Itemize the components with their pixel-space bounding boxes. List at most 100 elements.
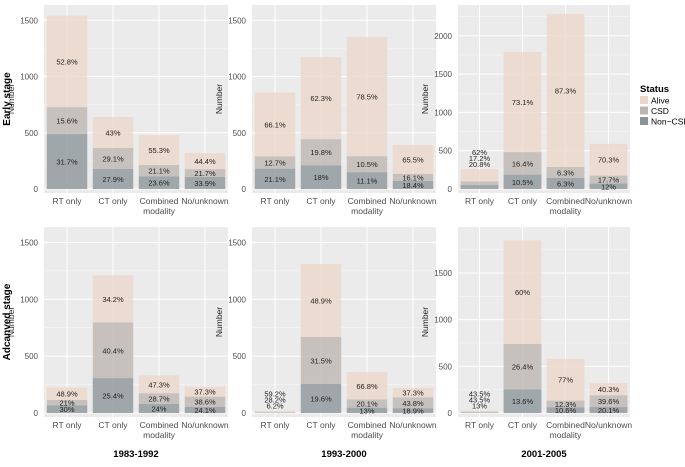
data-label-noncsd: 20.1%: [598, 406, 620, 415]
y-tick-label: 0: [34, 409, 39, 418]
y-tick-label: 1500: [434, 269, 452, 278]
data-label-csd: 28.7%: [148, 395, 170, 404]
data-label-csd: 31.5%: [310, 356, 332, 365]
y-tick-label: 500: [439, 147, 453, 156]
y-axis-title: Number: [420, 84, 430, 114]
data-label-alive: 37.3%: [402, 389, 424, 398]
data-label-alive: 78.5%: [356, 93, 378, 102]
period-label: 2001-2005: [521, 449, 567, 460]
data-label-noncsd: 23.6%: [148, 179, 170, 188]
x-tick-label: RT only: [53, 196, 83, 206]
y-tick-label: 1000: [434, 316, 452, 325]
data-label-alive: 55.3%: [148, 146, 170, 155]
data-label-noncsd: 27.9%: [102, 175, 124, 184]
data-label-csd: 40.4%: [102, 346, 124, 355]
data-label-noncsd: 18%: [313, 173, 328, 182]
data-label-alive: 44.4%: [194, 157, 216, 166]
y-tick-label: 1500: [228, 238, 246, 247]
x-tick-label: modality: [351, 430, 383, 440]
x-tick-label: CT only: [306, 196, 336, 206]
data-label-alive: 87.3%: [555, 86, 577, 95]
data-label-noncsd: 13%: [472, 402, 487, 411]
x-tick-label: No/unknown: [585, 420, 633, 430]
x-tick-label: Combined: [140, 196, 179, 206]
data-label-alive: 77%: [558, 376, 573, 385]
y-tick-label: 1000: [434, 108, 452, 117]
data-label-noncsd: 24%: [151, 405, 166, 414]
data-label-csd: 29.1%: [102, 154, 124, 163]
data-label-csd: 16.4%: [512, 159, 534, 168]
data-label-alive: 73.1%: [512, 98, 534, 107]
legend-label: CSD: [651, 106, 669, 116]
data-label-alive: 52.8%: [56, 57, 78, 66]
x-tick-label: CT only: [306, 420, 336, 430]
data-label-noncsd: 10.6%: [555, 406, 577, 415]
y-tick-label: 500: [233, 352, 247, 361]
y-tick-label: 1500: [434, 70, 452, 79]
y-tick-label: 1000: [228, 295, 246, 304]
data-label-noncsd: 18.9%: [402, 407, 424, 416]
data-label-noncsd: 13.6%: [512, 397, 534, 406]
x-tick-label: CT only: [508, 420, 538, 430]
legend-swatch: [640, 96, 648, 104]
data-label-alive: 65.5%: [402, 155, 424, 164]
data-label-noncsd: 21.1%: [264, 175, 286, 184]
data-label-csd: 10.5%: [356, 160, 378, 169]
data-label-alive: 62.3%: [310, 94, 332, 103]
x-tick-label: No/unknown: [181, 420, 229, 430]
y-tick-label: 1000: [20, 73, 38, 82]
legend-swatch: [640, 107, 648, 115]
y-tick-label: 1000: [20, 295, 38, 304]
y-tick-label: 1000: [228, 73, 246, 82]
data-label-alive: 37.3%: [194, 388, 216, 397]
x-tick-label: RT only: [261, 420, 291, 430]
x-tick-label: modality: [143, 206, 175, 216]
data-label-csd: 21.1%: [148, 167, 170, 176]
data-label-alive: 48.9%: [310, 296, 332, 305]
x-tick-label: modality: [143, 430, 175, 440]
y-tick-label: 1500: [20, 16, 38, 25]
legend-swatch: [640, 117, 648, 125]
data-label-noncsd: 25.4%: [102, 392, 124, 401]
x-tick-label: RT only: [465, 420, 495, 430]
data-label-noncsd: 19.6%: [310, 394, 332, 403]
data-label-alive: 40.3%: [598, 385, 620, 394]
legend-title: Status: [640, 84, 669, 95]
data-label-csd: 19.8%: [310, 148, 332, 157]
x-tick-label: Combined: [546, 196, 585, 206]
data-label-noncsd: 20.8%: [469, 160, 491, 169]
data-label-noncsd: 6.3%: [557, 179, 574, 188]
y-tick-label: 1500: [228, 16, 246, 25]
x-tick-label: RT only: [261, 196, 291, 206]
y-tick-label: 0: [448, 409, 453, 418]
legend-label: Alive: [651, 96, 670, 106]
data-label-noncsd: 30%: [59, 405, 74, 414]
data-label-alive: 34.2%: [102, 295, 124, 304]
y-tick-label: 0: [242, 185, 247, 194]
y-axis-title: Number: [420, 307, 430, 337]
x-tick-label: Combined: [348, 420, 387, 430]
row-label: Early stage: [2, 72, 13, 126]
x-tick-label: CT only: [98, 420, 128, 430]
y-tick-label: 0: [448, 185, 453, 194]
data-label-noncsd: 18.4%: [402, 181, 424, 190]
y-axis-title: Number: [214, 84, 224, 114]
period-label: 1993-2000: [321, 449, 366, 460]
data-label-noncsd: 6.2%: [266, 402, 283, 411]
bar-segment-csd: [255, 412, 295, 413]
data-label-noncsd: 12%: [601, 182, 616, 191]
bar-segment-alive: [255, 411, 295, 412]
x-tick-label: Combined: [140, 420, 179, 430]
y-tick-label: 2000: [434, 32, 452, 41]
data-label-noncsd: 33.9%: [194, 179, 216, 188]
y-tick-label: 500: [233, 129, 247, 138]
data-label-alive: 47.3%: [148, 380, 170, 389]
data-label-csd: 12.7%: [264, 159, 286, 168]
x-tick-label: No/unknown: [585, 196, 633, 206]
x-tick-label: RT only: [465, 196, 495, 206]
data-label-alive: 43%: [105, 128, 120, 137]
data-label-csd: 6.3%: [557, 168, 574, 177]
bar-segment-noncsd: [461, 185, 499, 189]
